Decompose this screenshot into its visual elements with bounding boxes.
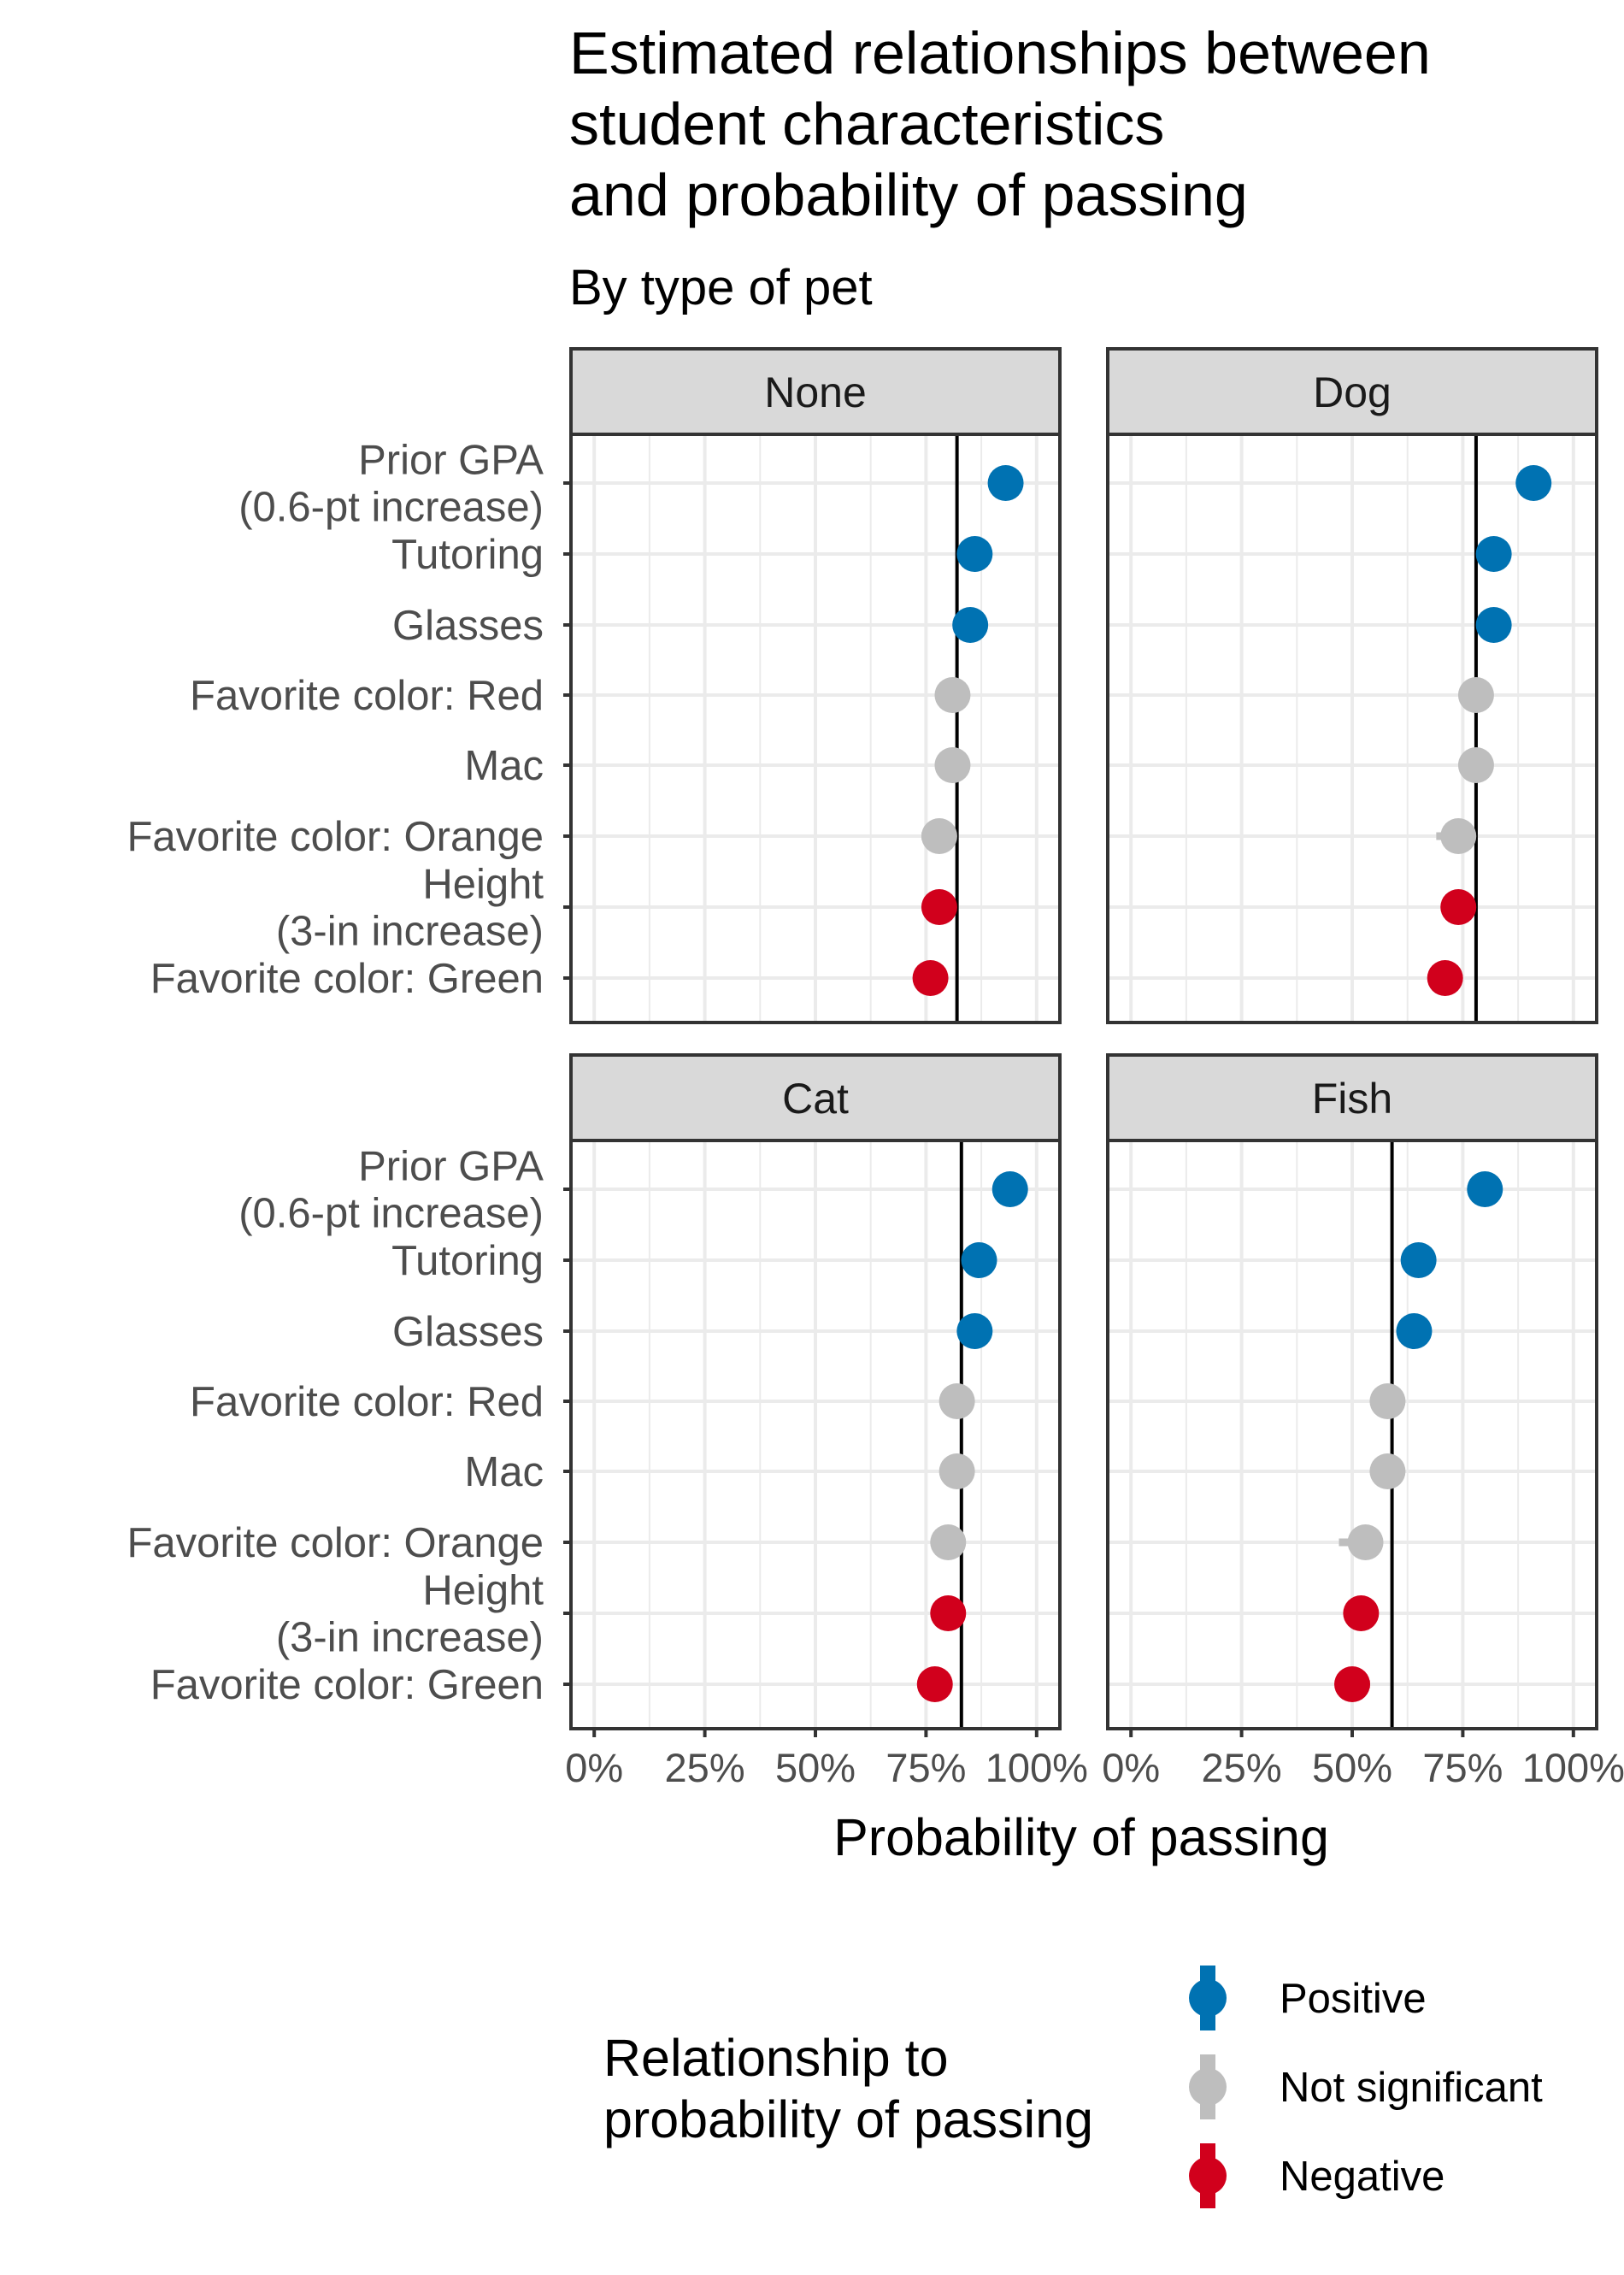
y-tick-label: Favorite color: Red [190, 673, 544, 719]
data-point [1427, 960, 1463, 996]
data-point [921, 889, 957, 925]
x-axis-title: Probability of passing [833, 1808, 1329, 1866]
legend-title-line-2: probability of passing [603, 2090, 1093, 2148]
data-point [956, 536, 993, 572]
data-point [1343, 1595, 1380, 1631]
x-tick-label: 100% [986, 1745, 1088, 1790]
facet-strip-label: Dog [1313, 368, 1392, 416]
panel-border [569, 433, 1062, 1024]
facet-strip-label: Fish [1312, 1075, 1392, 1123]
data-point [1400, 1242, 1437, 1278]
data-point [912, 960, 949, 996]
data-point [1440, 818, 1477, 854]
data-point [956, 1313, 993, 1349]
data-point [1440, 889, 1477, 925]
y-tick-label: Tutoring [391, 532, 544, 578]
y-tick-label: Glasses [392, 1309, 544, 1355]
legend-item-negative: Negative [1189, 2143, 1445, 2208]
y-tick-label: Height (3-in increase) [276, 1568, 544, 1661]
x-tick-label: 0% [1102, 1745, 1160, 1790]
y-tick-label: Height (3-in increase) [276, 862, 544, 955]
y-tick-label: Glasses [392, 603, 544, 649]
legend-key-point [1189, 2068, 1227, 2106]
data-point [1475, 607, 1512, 643]
data-point [987, 465, 1024, 501]
data-point [952, 607, 989, 643]
chart-title-line-2: student characteristics [569, 91, 1164, 157]
data-point [930, 1524, 967, 1560]
x-tick-label: 75% [886, 1745, 966, 1790]
y-tick-label: Favorite color: Red [190, 1379, 544, 1425]
facet-panel-cat: Cat Prior GPA (0.6-pt increase)Tutoring Gla… [127, 1053, 1088, 1790]
facet-strip [569, 347, 1062, 436]
legend-item-not-significant: Not significant [1189, 2054, 1543, 2119]
x-tick-label: 100% [1522, 1745, 1624, 1790]
facet-strip-label: None [764, 368, 867, 416]
legend-title-line-1: Relationship to [603, 2029, 949, 2087]
y-tick-label: Tutoring [391, 1238, 544, 1284]
chart-title-line-1: Estimated relationships between [569, 20, 1431, 86]
data-point [961, 1242, 997, 1278]
y-tick-label: Favorite color: Green [150, 1662, 544, 1708]
data-point [1369, 1453, 1406, 1489]
data-point [916, 1666, 953, 1702]
chart-title-line-3: and probability of passing [569, 162, 1248, 228]
data-point [1334, 1666, 1370, 1702]
data-point [1347, 1524, 1384, 1560]
data-point [1396, 1313, 1433, 1349]
y-tick-label: Mac [464, 743, 544, 789]
legend-item-positive: Positive [1189, 1966, 1427, 2030]
y-tick-label: Mac [464, 1449, 544, 1495]
data-point [1457, 747, 1494, 783]
data-point [1457, 677, 1494, 713]
legend: Relationship to probability of passing P… [603, 1966, 1543, 2208]
facet-panel-none: None Prior GPA (0.6-pt increase)Tutoring Gl… [127, 347, 1062, 1024]
chart-title: Estimated relationships between student … [569, 20, 1431, 228]
y-tick-label: Prior GPA (0.6-pt increase) [238, 1144, 544, 1237]
legend-item-label: Not significant [1280, 2065, 1543, 2111]
legend-key-point [1189, 1979, 1227, 2017]
y-tick-label: Favorite color: Orange [127, 814, 544, 860]
data-point [939, 1383, 975, 1419]
data-point [930, 1595, 967, 1631]
facet-strip [1106, 347, 1598, 436]
data-point [934, 747, 971, 783]
chart-subtitle: By type of pet [569, 260, 873, 315]
panel-border [1106, 433, 1598, 1024]
facet-panel-fish: Fish 0% 25% 50% 75% 100% [1102, 1053, 1624, 1790]
data-point [921, 818, 957, 854]
data-point [1369, 1383, 1406, 1419]
y-tick-label: Favorite color: Orange [127, 1520, 544, 1566]
x-tick-label: 50% [775, 1745, 856, 1790]
y-tick-label: Favorite color: Green [150, 956, 544, 1002]
x-tick-label: 25% [1202, 1745, 1282, 1790]
y-tick-label: Prior GPA (0.6-pt increase) [238, 438, 544, 531]
x-tick-label: 25% [665, 1745, 745, 1790]
data-point [1475, 536, 1512, 572]
x-tick-label: 0% [565, 1745, 623, 1790]
facet-panel-dog: Dog [1106, 347, 1598, 1024]
data-point [1467, 1171, 1503, 1207]
legend-item-label: Positive [1280, 1976, 1427, 2022]
x-tick-label: 50% [1312, 1745, 1392, 1790]
data-point [991, 1171, 1028, 1207]
legend-item-label: Negative [1280, 2154, 1445, 2200]
data-point [934, 677, 971, 713]
data-point [939, 1453, 975, 1489]
x-tick-label: 75% [1422, 1745, 1503, 1790]
facet-strip-label: Cat [782, 1075, 849, 1123]
data-point [1515, 465, 1552, 501]
legend-key-point [1189, 2157, 1227, 2195]
facet-strip [1106, 1053, 1598, 1142]
